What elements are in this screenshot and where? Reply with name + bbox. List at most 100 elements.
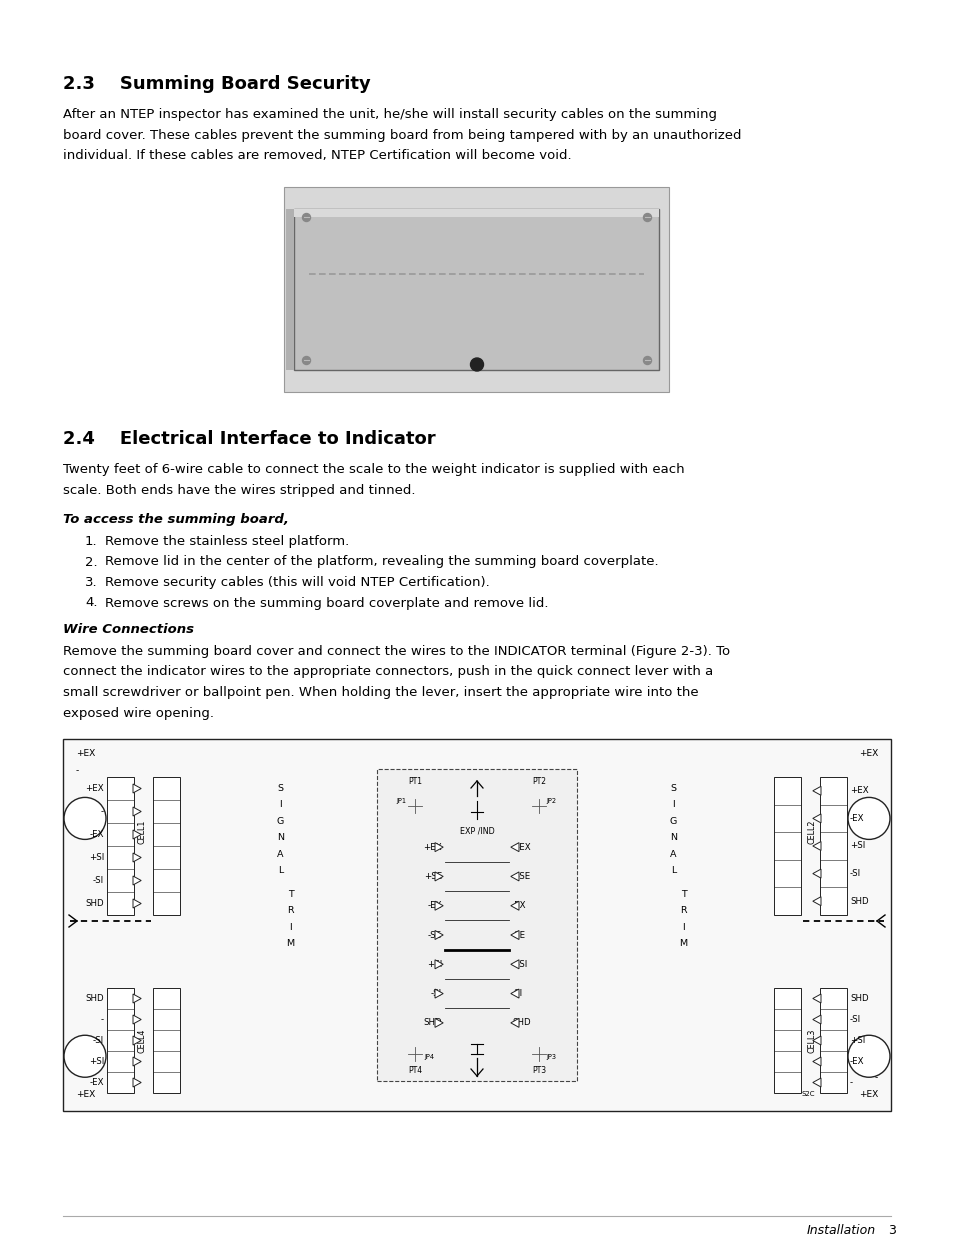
Polygon shape (510, 930, 518, 940)
Text: R: R (679, 906, 686, 915)
Polygon shape (435, 930, 443, 940)
Text: -: - (76, 766, 79, 776)
Text: +SI: +SI (849, 1036, 864, 1045)
Text: scale. Both ends have the wires stripped and tinned.: scale. Both ends have the wires stripped… (63, 484, 416, 496)
Circle shape (847, 798, 889, 840)
Circle shape (529, 797, 548, 816)
Text: -: - (874, 1073, 877, 1082)
Text: L: L (277, 866, 283, 876)
Polygon shape (132, 806, 141, 816)
Polygon shape (132, 1015, 141, 1024)
Text: SHD: SHD (849, 897, 868, 905)
Text: -SI: -SI (512, 989, 522, 998)
Polygon shape (132, 876, 141, 885)
Text: JP1: JP1 (395, 798, 406, 804)
Text: CELL1: CELL1 (137, 820, 147, 845)
Polygon shape (510, 902, 518, 910)
Text: I: I (289, 923, 292, 931)
Text: T: T (287, 889, 294, 899)
Text: JP4: JP4 (423, 1053, 434, 1060)
Polygon shape (812, 1015, 821, 1024)
Bar (820, 988, 846, 1093)
Circle shape (643, 357, 651, 364)
Text: individual. If these cables are removed, NTEP Certification will become void.: individual. If these cables are removed,… (63, 149, 571, 162)
Text: -: - (101, 1015, 104, 1024)
Text: +EX: +EX (423, 842, 441, 852)
Bar (773, 777, 801, 915)
Bar (107, 777, 133, 915)
Text: -EX: -EX (849, 1057, 863, 1066)
Text: connect the indicator wires to the appropriate connectors, push in the quick con: connect the indicator wires to the appro… (63, 666, 713, 678)
Circle shape (405, 797, 424, 816)
Text: 2.3    Summing Board Security: 2.3 Summing Board Security (63, 75, 371, 93)
Text: SHD: SHD (85, 899, 104, 908)
Text: +SI: +SI (849, 841, 864, 851)
Text: SHD: SHD (849, 994, 868, 1003)
Text: R: R (287, 906, 294, 915)
Polygon shape (132, 994, 141, 1003)
Text: exposed wire opening.: exposed wire opening. (63, 706, 213, 720)
Polygon shape (132, 1057, 141, 1066)
Text: 2.4    Electrical Interface to Indicator: 2.4 Electrical Interface to Indicator (63, 431, 436, 448)
Bar (389, 783, 440, 821)
Bar (513, 1031, 564, 1070)
Text: I: I (681, 923, 684, 931)
Text: G: G (276, 816, 284, 825)
Text: board cover. These cables prevent the summing board from being tampered with by : board cover. These cables prevent the su… (63, 128, 740, 142)
Text: PT3: PT3 (532, 1066, 545, 1074)
Polygon shape (435, 960, 443, 968)
Text: -: - (849, 1078, 852, 1087)
Text: S2C: S2C (801, 1091, 814, 1097)
Text: EXP /IND: EXP /IND (459, 826, 494, 836)
Text: N: N (276, 834, 284, 842)
Text: Twenty feet of 6-wire cable to connect the scale to the weight indicator is supp: Twenty feet of 6-wire cable to connect t… (63, 463, 684, 477)
Text: +EX: +EX (76, 1091, 95, 1099)
Text: +EX: +EX (76, 748, 95, 758)
Bar (773, 988, 801, 1093)
Bar (389, 1031, 440, 1070)
Text: +EX: +EX (858, 748, 877, 758)
Text: -SE: -SE (428, 930, 441, 940)
Text: +SI: +SI (426, 960, 441, 968)
Text: small screwdriver or ballpoint pen. When holding the lever, insert the appropria: small screwdriver or ballpoint pen. When… (63, 685, 698, 699)
Polygon shape (812, 1036, 821, 1045)
Text: Remove security cables (this will void NTEP Certification).: Remove security cables (this will void N… (105, 576, 489, 589)
Polygon shape (510, 1019, 518, 1028)
Bar (294, 210, 659, 370)
Text: -EX: -EX (849, 814, 863, 823)
Polygon shape (132, 784, 141, 793)
Text: CELL2: CELL2 (806, 820, 816, 845)
Text: 3.: 3. (85, 576, 97, 589)
Text: A: A (670, 850, 676, 858)
Text: CELL3: CELL3 (806, 1029, 816, 1052)
Text: A: A (277, 850, 283, 858)
Bar (152, 988, 180, 1093)
Text: PT1: PT1 (408, 777, 421, 785)
Text: PT2: PT2 (532, 777, 545, 785)
Polygon shape (510, 872, 518, 881)
Polygon shape (812, 1057, 821, 1066)
Polygon shape (812, 869, 821, 878)
Text: 2.: 2. (85, 556, 97, 568)
Circle shape (847, 1035, 889, 1077)
Text: G: G (669, 816, 677, 825)
Text: S: S (277, 783, 283, 793)
Polygon shape (812, 897, 821, 905)
Polygon shape (132, 899, 141, 908)
Polygon shape (812, 841, 821, 851)
Text: -EX: -EX (90, 830, 104, 839)
Text: Remove the summing board cover and connect the wires to the INDICATOR terminal (: Remove the summing board cover and conne… (63, 645, 729, 658)
Polygon shape (812, 787, 821, 795)
Text: Installation: Installation (806, 1224, 875, 1235)
Circle shape (470, 358, 483, 370)
Text: PT4: PT4 (408, 1066, 421, 1074)
Polygon shape (435, 1019, 443, 1028)
Text: I: I (672, 800, 674, 809)
Bar (444, 832, 509, 1037)
Bar (376, 769, 577, 1081)
Text: Wire Connections: Wire Connections (63, 622, 193, 636)
Text: SHD: SHD (512, 1019, 530, 1028)
Text: +EX: +EX (849, 787, 868, 795)
Text: N: N (669, 834, 677, 842)
Text: 3: 3 (887, 1224, 895, 1235)
